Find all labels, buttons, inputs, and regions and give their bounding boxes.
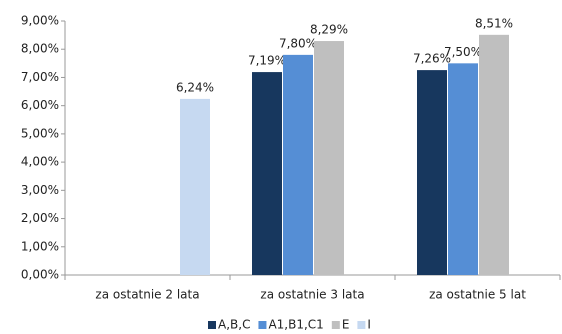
x-tick-label: za ostatnie 2 lata — [95, 288, 199, 302]
bar — [479, 34, 509, 275]
y-tick-label: 5,00% — [21, 126, 59, 140]
value-label: 6,24% — [176, 80, 214, 94]
value-label: 7,80% — [279, 36, 317, 50]
legend-label: E — [342, 318, 350, 332]
y-tick-label: 8,00% — [21, 42, 59, 56]
y-tick-label: 3,00% — [21, 183, 59, 197]
legend-swatch — [258, 321, 267, 329]
bar — [314, 41, 344, 275]
legend-label: A1,B1,C1 — [268, 318, 323, 332]
bar — [180, 98, 210, 275]
value-label: 8,29% — [310, 23, 348, 37]
bar — [252, 72, 282, 276]
y-tick-label: 0,00% — [21, 268, 59, 282]
legend-swatch — [208, 321, 216, 329]
legend-label: I — [367, 318, 371, 332]
value-label: 7,26% — [413, 52, 451, 66]
y-tick-label: 6,00% — [21, 98, 59, 112]
y-tick-label: 4,00% — [21, 155, 59, 169]
bar — [417, 70, 447, 276]
legend-swatch — [331, 321, 340, 329]
x-tick-label: za ostatnie 5 lat — [429, 288, 526, 302]
y-tick-label: 1,00% — [21, 239, 59, 253]
x-tick-label: za ostatnie 3 lata — [260, 288, 364, 302]
value-label: 7,19% — [248, 54, 286, 68]
legend-label: A,B,C — [218, 318, 250, 332]
bar — [448, 63, 478, 276]
y-tick-label: 7,00% — [21, 70, 59, 84]
legend-swatch — [357, 321, 366, 329]
value-label: 8,51% — [475, 16, 513, 30]
value-label: 7,50% — [444, 45, 482, 59]
y-tick-label: 2,00% — [21, 211, 59, 225]
y-tick-label: 9,00% — [21, 14, 59, 28]
bar — [283, 54, 313, 275]
